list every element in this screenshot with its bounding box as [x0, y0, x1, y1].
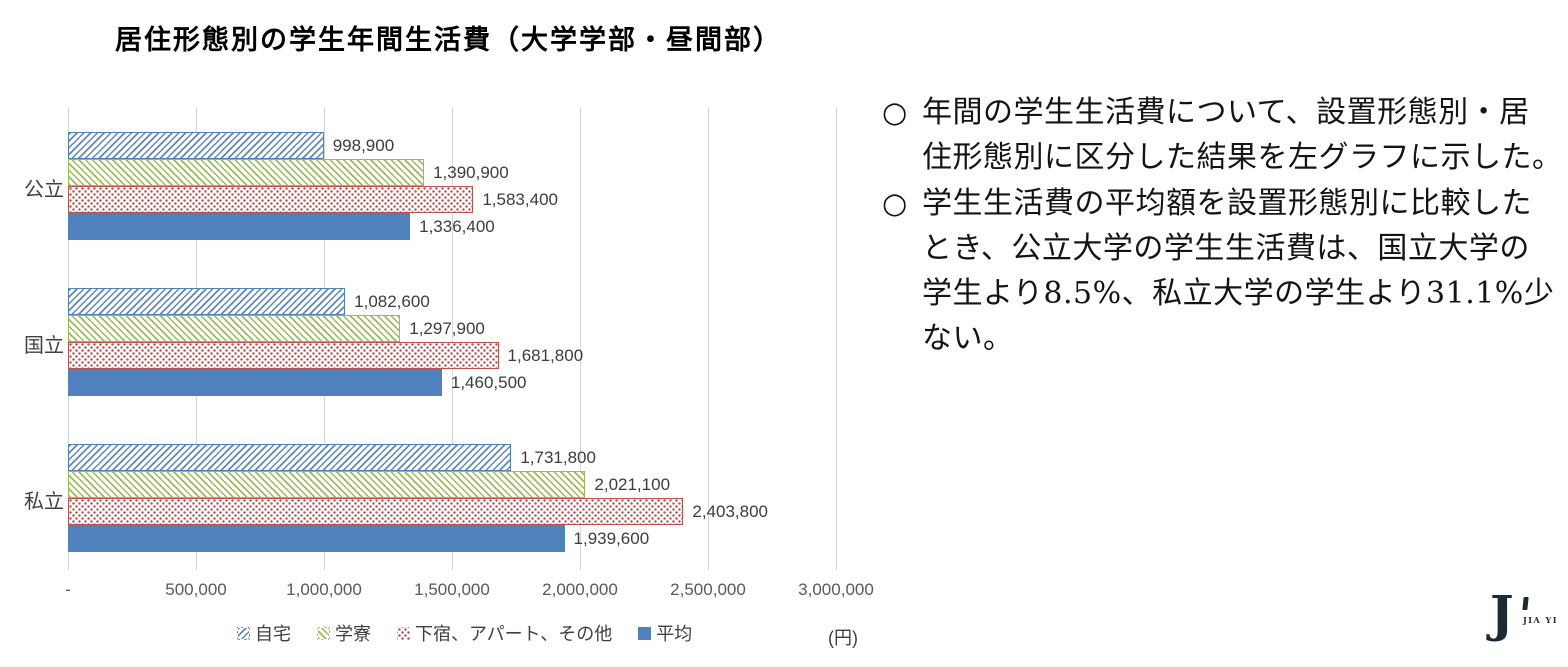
logo-tick-icon	[1522, 597, 1529, 610]
axis-unit-label: (円)	[828, 628, 858, 648]
value-label-national-dormitory: 1,297,900	[409, 319, 485, 338]
value-label-national-home: 1,082,600	[354, 292, 430, 311]
bar-national-average	[68, 369, 442, 396]
bar-private-home	[68, 444, 512, 471]
bar-private-dormitory	[68, 471, 586, 498]
bar-public-boarding-apartment-other	[68, 186, 474, 213]
category-label-private: 私立	[24, 491, 64, 513]
value-label-national-average: 1,460,500	[450, 373, 527, 392]
gridline	[452, 107, 453, 570]
x-axis-tick-label: 2,000,000	[542, 580, 618, 599]
x-axis-tick-label: -	[65, 580, 71, 599]
value-label-public-dormitory: 1,390,900	[433, 163, 509, 182]
value-label-public-home: 998,900	[332, 136, 395, 155]
bar-national-dormitory	[68, 315, 401, 342]
gridline	[580, 107, 581, 570]
legend-swatch-boarding-apartment-other-icon	[397, 627, 410, 640]
bar-public-dormitory	[68, 159, 425, 186]
x-axis-tick-label: 1,000,000	[286, 580, 362, 599]
category-label-public: 公立	[24, 179, 64, 201]
logo-wordmark: JIA YI	[1523, 615, 1558, 625]
x-axis-tick-label: 500,000	[165, 580, 227, 599]
note-bullet-icon: ○	[882, 186, 908, 220]
legend-label-boarding-apartment-other: 下宿、アパート、その他	[415, 624, 613, 644]
gridline	[836, 107, 837, 570]
note-text: 年間の学生生活費について、設置形態別・居 住形態別に区分した結果を左グラフに示し…	[922, 95, 1563, 175]
bar-public-home	[68, 132, 324, 159]
bar-private-average	[68, 525, 565, 552]
bar-national-boarding-apartment-other	[68, 342, 499, 369]
note-item: ○ 学生生活費の平均額を設置形態別に比較した とき、公立大学の学生生活費は、国立…	[882, 181, 1564, 361]
jiayi-logo: J JIA YI	[1490, 584, 1562, 646]
bar-private-boarding-apartment-other	[68, 498, 684, 525]
value-label-private-average: 1,939,600	[573, 529, 650, 548]
logo-j-mark: J	[1490, 584, 1514, 643]
legend-label-home: 自宅	[255, 624, 291, 644]
bar-public-average	[68, 213, 411, 240]
legend-item-boarding-apartment-other: 下宿、アパート、その他	[397, 620, 612, 646]
bar-national-home	[68, 288, 346, 315]
bar-chart-plot-area: - 500,000 1,000,000 1,500,000 2,000,000 2,500…	[24, 107, 874, 599]
chart-title: 居住形態別の学生年間生活費（大学学部・昼間部）	[115, 25, 782, 55]
value-label-national-boarding-apartment-other: 1,681,800	[507, 346, 584, 365]
category-label-national: 国立	[24, 335, 64, 357]
chart-legend: 自宅 学寮 下宿、アパート、その他 平均	[237, 620, 692, 646]
value-label-private-home: 1,731,800	[520, 448, 596, 467]
legend-item-average: 平均	[638, 620, 692, 646]
note-text: 学生生活費の平均額を設置形態別に比較した とき、公立大学の学生生活費は、国立大学…	[922, 186, 1555, 356]
note-bullet-icon: ○	[882, 95, 908, 129]
value-label-public-boarding-apartment-other: 1,583,400	[482, 190, 558, 209]
legend-label-average: 平均	[656, 624, 693, 644]
x-axis-tick-label: 3,000,000	[798, 580, 874, 599]
legend-label-dormitory: 学寮	[335, 624, 371, 644]
legend-swatch-home-icon	[237, 626, 250, 640]
notes-panel: ○ 年間の学生生活費について、設置形態別・居 住形態別に区分した結果を左グラフに…	[882, 90, 1564, 362]
x-axis-tick-label: 1,500,000	[414, 580, 490, 599]
legend-swatch-dormitory-icon	[317, 626, 330, 640]
value-label-public-average: 1,336,400	[419, 217, 495, 236]
note-item: ○ 年間の学生生活費について、設置形態別・居 住形態別に区分した結果を左グラフに…	[882, 90, 1564, 180]
x-axis-tick-label: 2,500,000	[670, 580, 746, 599]
legend-swatch-average-icon	[638, 626, 652, 640]
value-label-private-dormitory: 2,021,100	[594, 475, 671, 494]
legend-item-dormitory: 学寮	[317, 620, 371, 646]
value-label-private-boarding-apartment-other: 2,403,800	[692, 502, 768, 521]
legend-item-home: 自宅	[237, 620, 291, 646]
gridline	[708, 107, 709, 570]
